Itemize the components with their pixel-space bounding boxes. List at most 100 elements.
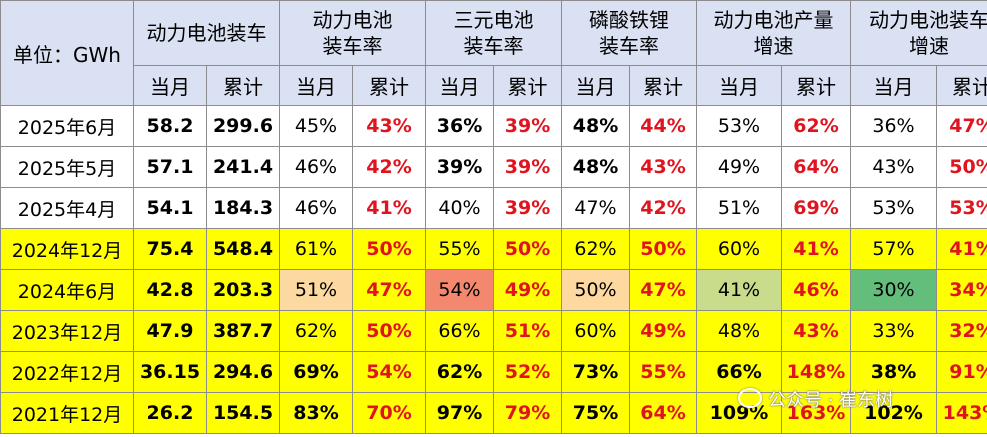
month-value: 41% [696, 269, 782, 311]
install-cumulative-value: 548.4 [206, 228, 280, 270]
cumulative-value: 41% [936, 228, 987, 270]
cumulative-value: 69% [781, 187, 851, 229]
subheader-month: 当月 [561, 65, 630, 106]
month-value: 57% [850, 228, 937, 270]
month-value: 55% [425, 228, 494, 270]
month-value: 66% [425, 310, 494, 352]
month-value: 36% [850, 105, 937, 147]
install-month-value: 54.1 [133, 187, 207, 229]
cumulative-value: 50% [629, 228, 697, 270]
month-value: 54% [425, 269, 494, 311]
month-value: 97% [425, 392, 494, 434]
cumulative-value: 41% [781, 228, 851, 270]
row-label: 2025年6月 [0, 105, 134, 147]
wechat-icon [738, 388, 762, 408]
cumulative-value: 64% [781, 146, 851, 188]
month-value: 69% [279, 351, 353, 393]
install-month-value: 26.2 [133, 392, 207, 434]
cumulative-value: 62% [781, 105, 851, 147]
month-value: 33% [850, 310, 937, 352]
subheader-month: 当月 [133, 65, 207, 106]
cumulative-value: 52% [493, 351, 562, 393]
install-month-value: 75.4 [133, 228, 207, 270]
install-month-value: 58.2 [133, 105, 207, 147]
cumulative-value: 41% [352, 187, 426, 229]
group-header-ternary-rate: 三元电池 装车率 [425, 0, 562, 66]
cumulative-value: 79% [493, 392, 562, 434]
cumulative-value: 148% [781, 351, 851, 393]
install-month-value: 36.15 [133, 351, 207, 393]
subheader-cumulative: 累计 [781, 65, 851, 106]
month-value: 43% [850, 146, 937, 188]
cumulative-value: 42% [352, 146, 426, 188]
subheader-month: 当月 [279, 65, 353, 106]
install-cumulative-value: 387.7 [206, 310, 280, 352]
month-value: 47% [561, 187, 630, 229]
row-label: 2025年4月 [0, 187, 134, 229]
table-row: 2025年4月 54.1 184.3 46% 41% 40% 39% 47% 42% 51% 69%… [0, 187, 987, 229]
table-row: 2023年12月 47.9 387.7 62% 50% 66% 51% 60% 49% 48% 43… [0, 310, 987, 352]
month-value: 53% [696, 105, 782, 147]
cumulative-value: 46% [781, 269, 851, 311]
cumulative-value: 39% [493, 105, 562, 147]
table-row: 2022年12月 36.15 294.6 69% 54% 62% 52% 73% 55% 66% 1… [0, 351, 987, 393]
install-month-value: 57.1 [133, 146, 207, 188]
cumulative-value: 163% [781, 392, 851, 434]
cumulative-value: 42% [629, 187, 697, 229]
table-row: 2021年12月 26.2 154.5 83% 70% 97% 79% 75% 64% 109% 1… [0, 392, 987, 434]
month-value: 46% [279, 146, 353, 188]
month-value: 60% [561, 310, 630, 352]
month-value: 61% [279, 228, 353, 270]
group-header-lfp-rate: 磷酸铁锂 装车率 [561, 0, 697, 66]
row-label: 2024年6月 [0, 269, 134, 311]
table-row: 2024年12月 75.4 548.4 61% 50% 55% 50% 62% 50% 60% 41… [0, 228, 987, 270]
cumulative-value: 47% [629, 269, 697, 311]
month-value: 62% [561, 228, 630, 270]
group-header-install-rate: 动力电池 装车率 [279, 0, 426, 66]
cumulative-value: 53% [936, 187, 987, 229]
cumulative-value: 70% [352, 392, 426, 434]
cumulative-value: 34% [936, 269, 987, 311]
table-row: 2025年6月 58.2 299.6 45% 43% 36% 39% 48% 44% 53% 62%… [0, 105, 987, 147]
month-value: 102% [850, 392, 937, 434]
month-value: 62% [279, 310, 353, 352]
cumulative-value: 51% [493, 310, 562, 352]
subheader-cumulative: 累计 [206, 65, 280, 106]
table-row: 2025年5月 57.1 241.4 46% 42% 39% 39% 48% 43% 49% 64%… [0, 146, 987, 188]
month-value: 62% [425, 351, 494, 393]
cumulative-value: 49% [629, 310, 697, 352]
watermark-text: 公众号 · 崔东树 [768, 390, 894, 411]
cumulative-value: 50% [493, 228, 562, 270]
month-value: 36% [425, 105, 494, 147]
month-value: 51% [279, 269, 353, 311]
month-value: 51% [696, 187, 782, 229]
month-value: 48% [696, 310, 782, 352]
subheader-cumulative: 累计 [936, 65, 987, 106]
cumulative-value: 143% [936, 392, 987, 434]
month-value: 46% [279, 187, 353, 229]
install-cumulative-value: 203.3 [206, 269, 280, 311]
month-value: 45% [279, 105, 353, 147]
install-cumulative-value: 184.3 [206, 187, 280, 229]
install-cumulative-value: 241.4 [206, 146, 280, 188]
cumulative-value: 32% [936, 310, 987, 352]
cumulative-value: 39% [493, 146, 562, 188]
install-cumulative-value: 299.6 [206, 105, 280, 147]
subheader-month: 当月 [425, 65, 494, 106]
watermark: 公众号 · 崔东树 [738, 386, 893, 412]
row-label: 2022年12月 [0, 351, 134, 393]
unit-label: 单位：GWh [0, 0, 134, 106]
cumulative-value: 47% [936, 105, 987, 147]
month-value: 30% [850, 269, 937, 311]
subheader-month: 当月 [696, 65, 782, 106]
cumulative-value: 50% [352, 310, 426, 352]
month-value: 49% [696, 146, 782, 188]
month-value: 50% [561, 269, 630, 311]
cumulative-value: 39% [493, 187, 562, 229]
month-value: 60% [696, 228, 782, 270]
cumulative-value: 44% [629, 105, 697, 147]
install-month-value: 42.8 [133, 269, 207, 311]
month-value: 38% [850, 351, 937, 393]
group-header-install: 动力电池装车 [133, 0, 280, 66]
